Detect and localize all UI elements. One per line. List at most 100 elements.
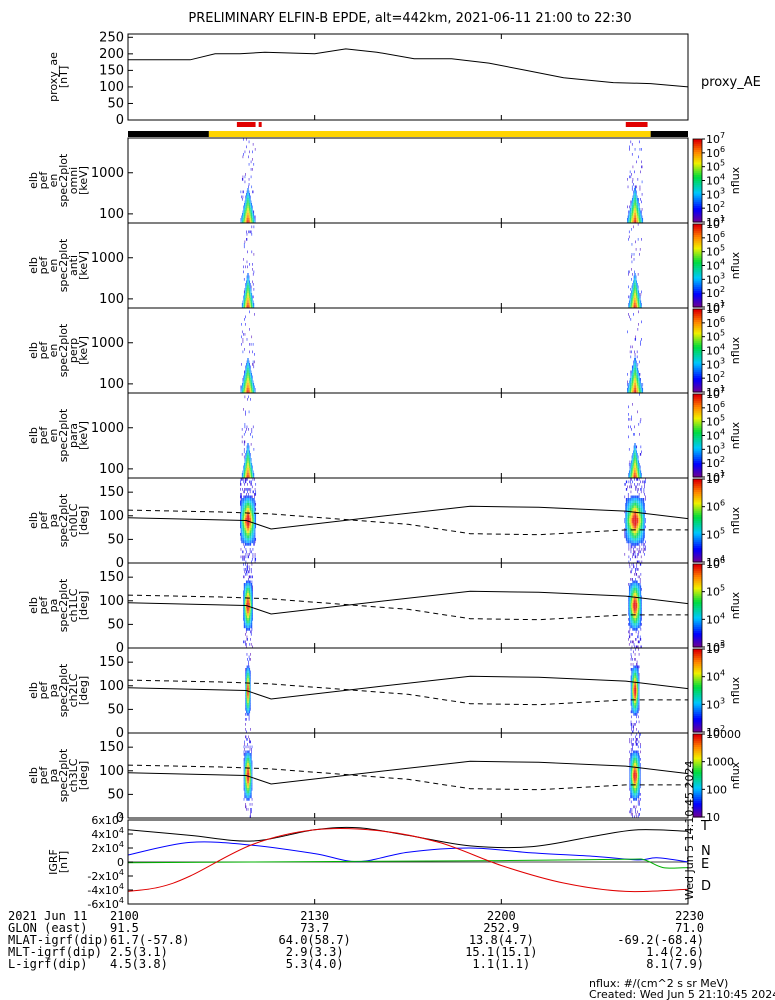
- heat-cell: [245, 285, 246, 289]
- heat-cell: [247, 383, 248, 386]
- heat-cell: [249, 768, 250, 771]
- heat-cell: [243, 480, 245, 484]
- heat-cell: [630, 763, 631, 766]
- heat-cell: [246, 525, 247, 529]
- colorbar-cell: [693, 139, 702, 142]
- heat-cell: [251, 390, 253, 394]
- heat-cell: [638, 700, 639, 704]
- heat-cell: [254, 493, 256, 496]
- heat-cell: [246, 675, 248, 679]
- heat-cell: [244, 583, 246, 586]
- heat-cell: [638, 618, 640, 621]
- heat-cell: [243, 788, 245, 791]
- heat-cell: [642, 388, 644, 391]
- heat-cell: [633, 753, 635, 756]
- heat-cell: [252, 465, 253, 469]
- colorbar-cell: [693, 170, 702, 173]
- heat-cell: [641, 210, 642, 214]
- heat-cell: [248, 540, 249, 544]
- heat-cell: [248, 383, 250, 386]
- heat-cell: [636, 705, 638, 709]
- heat-cell: [634, 478, 635, 481]
- heat-cell: [242, 218, 244, 221]
- heat-cell: [634, 723, 635, 726]
- heat-cell: [638, 305, 640, 309]
- heat-cell: [252, 540, 254, 544]
- heat-cell: [241, 440, 243, 444]
- heat-cell: [240, 390, 242, 394]
- heat-cell: [248, 585, 249, 589]
- heat-cell: [631, 465, 632, 469]
- heat-cell: [639, 618, 641, 621]
- heat-cell: [244, 775, 245, 779]
- heat-cell: [245, 608, 246, 611]
- heat-cell: [627, 373, 628, 376]
- heat-cell: [633, 628, 635, 631]
- heat-cell: [639, 520, 641, 524]
- colorbar-cell: [693, 588, 702, 592]
- heat-cell: [629, 610, 631, 614]
- heat-cell: [251, 593, 253, 596]
- heat-cell: [244, 220, 246, 224]
- heat-cell: [634, 573, 635, 576]
- heat-cell: [247, 490, 248, 494]
- colorbar-cell: [693, 389, 702, 393]
- heat-cell: [245, 728, 246, 731]
- heat-cell: [631, 368, 633, 371]
- heat-cell: [248, 460, 249, 464]
- heat-cell: [636, 498, 638, 501]
- heat-cell: [246, 458, 247, 461]
- heat-cell: [249, 763, 251, 766]
- heat-cell: [248, 753, 249, 756]
- heat-cell: [638, 203, 639, 206]
- heat-cell: [254, 523, 256, 526]
- heat-cell: [249, 540, 250, 544]
- colorbar-cell: [693, 454, 702, 457]
- heat-cell: [247, 508, 249, 511]
- heat-cell: [639, 300, 641, 304]
- heat-cell: [251, 185, 253, 189]
- colorbar-tick-label: 104: [706, 173, 725, 188]
- heat-cell: [633, 770, 635, 774]
- heat-cell: [245, 678, 247, 681]
- heat-cell: [247, 508, 248, 511]
- heat-cell: [250, 513, 252, 516]
- heat-cell: [243, 758, 245, 761]
- heat-cell: [633, 728, 634, 731]
- heat-cell: [245, 770, 246, 774]
- heat-cell: [246, 670, 248, 674]
- heat-cell: [248, 778, 249, 781]
- heat-cell: [245, 688, 247, 691]
- heat-cell: [249, 790, 251, 794]
- colorbar-label: nflux: [729, 166, 742, 194]
- heat-cell: [633, 613, 635, 616]
- heat-cell: [250, 773, 251, 776]
- heat-cell: [245, 510, 247, 514]
- heat-cell: [244, 605, 246, 609]
- heat-cell: [644, 483, 645, 486]
- heat-cell: [640, 170, 641, 174]
- colorbar-cell: [693, 240, 702, 244]
- heat-cell: [635, 618, 637, 621]
- heat-cell: [247, 283, 248, 286]
- heat-cell: [633, 598, 635, 601]
- heat-cell: [631, 683, 632, 686]
- heat-cell: [247, 798, 249, 801]
- heat-cell: [630, 528, 632, 531]
- heat-cell: [254, 505, 256, 509]
- heat-cell: [246, 475, 248, 479]
- heat-cell: [247, 778, 248, 781]
- zone-highlight: [236, 122, 256, 127]
- heat-cell: [635, 678, 636, 681]
- heat-cell: [633, 388, 634, 391]
- heat-cell: [634, 295, 635, 299]
- heat-cell: [635, 475, 636, 479]
- heat-cell: [241, 498, 242, 501]
- heat-cell: [244, 208, 245, 211]
- heat-cell: [251, 775, 253, 779]
- heat-cell: [243, 303, 245, 306]
- heat-cell: [242, 380, 244, 384]
- heat-cell: [254, 360, 255, 364]
- heat-cell: [636, 620, 638, 624]
